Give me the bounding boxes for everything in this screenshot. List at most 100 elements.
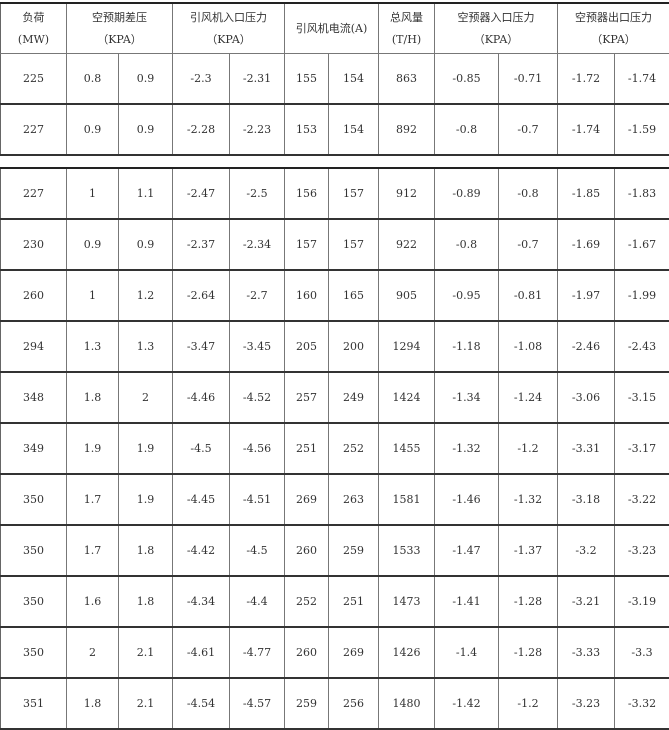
table-cell: -1.28 xyxy=(499,627,558,678)
table-cell: 2.1 xyxy=(119,678,173,729)
table-cell: 200 xyxy=(329,321,379,372)
table-cell: 1.8 xyxy=(67,372,119,423)
table-cell: 1294 xyxy=(379,321,435,372)
header-title: 引风机入口压力 xyxy=(173,7,284,29)
table-cell: -1.59 xyxy=(615,104,669,155)
table-cell: 260 xyxy=(285,525,329,576)
table-cell: -4.77 xyxy=(230,627,285,678)
table-cell: -1.72 xyxy=(558,54,615,105)
table-cell: 1533 xyxy=(379,525,435,576)
table-cell: 257 xyxy=(285,372,329,423)
table-cell: -3.06 xyxy=(558,372,615,423)
header-unit: （KPA） xyxy=(435,29,557,51)
table-cell: 1.7 xyxy=(67,474,119,525)
table-cell: -3.2 xyxy=(558,525,615,576)
table-cell: -1.2 xyxy=(499,678,558,729)
table-cell: -0.89 xyxy=(435,168,499,219)
table-cell: 2 xyxy=(67,627,119,678)
table-cell: 922 xyxy=(379,219,435,270)
table-cell: 1.3 xyxy=(67,321,119,372)
table-cell: 260 xyxy=(1,270,67,321)
table-cell: -4.54 xyxy=(173,678,230,729)
table-cell: 1 xyxy=(67,270,119,321)
table-cell: -1.85 xyxy=(558,168,615,219)
table-cell: 892 xyxy=(379,104,435,155)
table-cell: 351 xyxy=(1,678,67,729)
table-cell: -3.3 xyxy=(615,627,669,678)
table-cell: -2.34 xyxy=(230,219,285,270)
table-cell: -3.15 xyxy=(615,372,669,423)
data-table-top: 负荷(MW)空预期差压（KPA）引风机入口压力（KPA）引风机电流(A)总风量(… xyxy=(0,2,669,156)
table-cell: -4.5 xyxy=(230,525,285,576)
table-cell: -1.74 xyxy=(558,104,615,155)
table-cell: -0.8 xyxy=(499,168,558,219)
table-cell: 227 xyxy=(1,168,67,219)
table-cell: -2.7 xyxy=(230,270,285,321)
table-cell: 350 xyxy=(1,576,67,627)
table-cell: -4.56 xyxy=(230,423,285,474)
table-cell: 160 xyxy=(285,270,329,321)
table-cell: 1.9 xyxy=(67,423,119,474)
table-cell: -4.34 xyxy=(173,576,230,627)
table-cell: 0.8 xyxy=(67,54,119,105)
table-cell: -1.83 xyxy=(615,168,669,219)
table-cell: 350 xyxy=(1,474,67,525)
table-cell: -3.33 xyxy=(558,627,615,678)
table-cell: 863 xyxy=(379,54,435,105)
table-cell: 252 xyxy=(329,423,379,474)
header-title: 引风机电流(A) xyxy=(285,18,378,40)
table-cell: -0.81 xyxy=(499,270,558,321)
table-cell: 1473 xyxy=(379,576,435,627)
table-cell: -0.71 xyxy=(499,54,558,105)
table-cell: -1.41 xyxy=(435,576,499,627)
header-title: 负荷 xyxy=(1,7,66,29)
table-cell: 153 xyxy=(285,104,329,155)
table-cell: 155 xyxy=(285,54,329,105)
table-cell: 0.9 xyxy=(119,219,173,270)
header-title: 空预器入口压力 xyxy=(435,7,557,29)
column-header: 空预期差压（KPA） xyxy=(67,3,173,54)
table-cell: 1.9 xyxy=(119,423,173,474)
table-cell: 269 xyxy=(329,627,379,678)
table-cell: -1.18 xyxy=(435,321,499,372)
table-cell: -3.31 xyxy=(558,423,615,474)
table-cell: 1.6 xyxy=(67,576,119,627)
column-header: 空预器入口压力（KPA） xyxy=(435,3,558,54)
table-cell: -1.32 xyxy=(435,423,499,474)
table-cell: -1.46 xyxy=(435,474,499,525)
table-cell: -1.74 xyxy=(615,54,669,105)
header-title: 空预期差压 xyxy=(67,7,172,29)
table-cell: -2.64 xyxy=(173,270,230,321)
table-cell: -2.3 xyxy=(173,54,230,105)
table-cell: 2.1 xyxy=(119,627,173,678)
table-cell: 350 xyxy=(1,525,67,576)
table-cell: -0.7 xyxy=(499,219,558,270)
table-cell: 1.1 xyxy=(119,168,173,219)
table-cell: 1.8 xyxy=(119,525,173,576)
header-unit: （KPA） xyxy=(67,29,172,51)
table-cell: -0.95 xyxy=(435,270,499,321)
table-cell: 1.2 xyxy=(119,270,173,321)
table-cell: -3.23 xyxy=(615,525,669,576)
table-cell: 251 xyxy=(285,423,329,474)
table-cell: -2.5 xyxy=(230,168,285,219)
table-cell: -3.45 xyxy=(230,321,285,372)
table-cell: 1581 xyxy=(379,474,435,525)
column-header: 总风量(T/H) xyxy=(379,3,435,54)
table-cell: -2.43 xyxy=(615,321,669,372)
header-title: 总风量 xyxy=(379,7,434,29)
table-cell: -4.45 xyxy=(173,474,230,525)
table-cell: 230 xyxy=(1,219,67,270)
column-header: 引风机电流(A) xyxy=(285,3,379,54)
table-cell: -1.42 xyxy=(435,678,499,729)
